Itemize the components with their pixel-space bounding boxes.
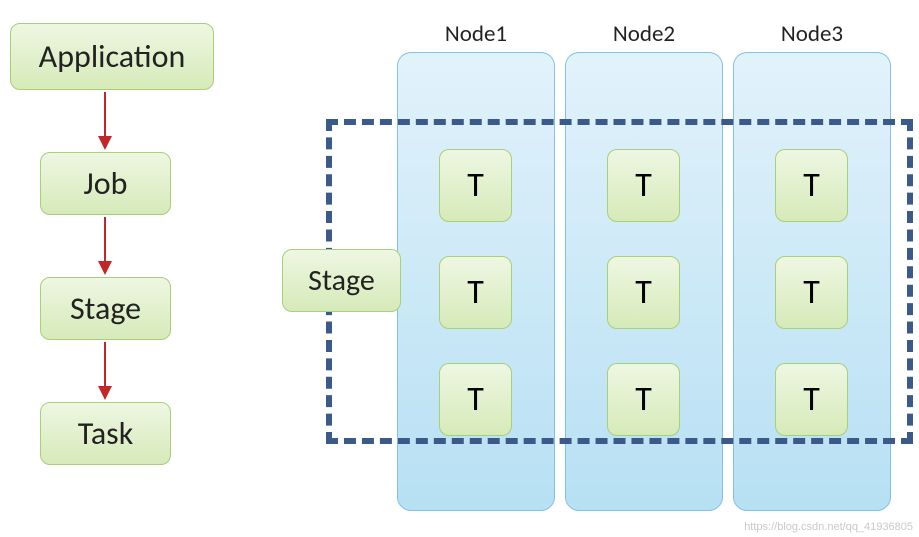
- task-box: T: [439, 256, 512, 329]
- arrow-head-icon: [98, 136, 112, 150]
- arrow-head-icon: [98, 386, 112, 400]
- task-label: T: [803, 272, 820, 313]
- watermark-label: https://blog.csdn.net/qq_41936805: [744, 521, 913, 533]
- task-label: T: [803, 165, 820, 206]
- node-label: Node2: [565, 20, 723, 48]
- hierarchy-box-application: Application: [10, 23, 214, 90]
- hierarchy-box-job: Job: [40, 152, 171, 215]
- hierarchy-box-stage: Stage: [40, 277, 171, 340]
- task-label: T: [635, 379, 652, 420]
- hierarchy-box-task: Task: [40, 402, 171, 465]
- node-label-text: Node1: [445, 20, 507, 48]
- hierarchy-label: Stage: [70, 289, 141, 328]
- task-box: T: [775, 256, 848, 329]
- node-label-text: Node2: [613, 20, 675, 48]
- task-label: T: [803, 379, 820, 420]
- task-label: T: [467, 165, 484, 206]
- hierarchy-label: Application: [39, 37, 186, 76]
- arrow-line: [104, 217, 106, 261]
- task-box: T: [775, 149, 848, 222]
- task-box: T: [439, 149, 512, 222]
- node-label-text: Node3: [781, 20, 843, 48]
- task-box: T: [607, 363, 680, 436]
- task-box: T: [439, 363, 512, 436]
- arrow-line: [104, 92, 106, 136]
- watermark-text: https://blog.csdn.net/qq_41936805: [744, 521, 913, 533]
- task-box: T: [775, 363, 848, 436]
- node-label: Node3: [733, 20, 891, 48]
- hierarchy-label: Task: [78, 414, 133, 453]
- task-label: T: [467, 272, 484, 313]
- task-label: T: [635, 272, 652, 313]
- node-label: Node1: [397, 20, 555, 48]
- hierarchy-label: Job: [84, 164, 128, 203]
- stage-label-box: Stage: [282, 249, 401, 312]
- task-label: T: [635, 165, 652, 206]
- task-box: T: [607, 149, 680, 222]
- stage-label-text: Stage: [308, 262, 375, 299]
- task-box: T: [607, 256, 680, 329]
- arrow-head-icon: [98, 261, 112, 275]
- task-label: T: [467, 379, 484, 420]
- arrow-line: [104, 342, 106, 386]
